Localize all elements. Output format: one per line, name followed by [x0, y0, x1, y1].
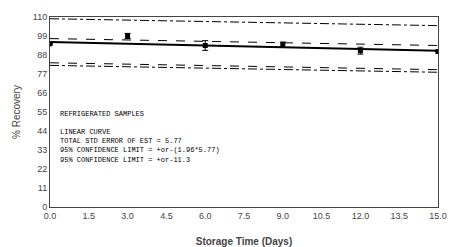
svg-text:12.0: 12.0: [352, 211, 370, 221]
svg-text:88: 88: [37, 50, 47, 60]
svg-text:4.5: 4.5: [160, 211, 173, 221]
svg-text:11: 11: [38, 183, 47, 193]
svg-text:44: 44: [37, 126, 47, 136]
svg-text:1.5: 1.5: [83, 211, 96, 221]
svg-text:7.5: 7.5: [238, 211, 251, 221]
svg-text:REFRIGERATED SAMPLESLINEAR CUR: REFRIGERATED SAMPLESLINEAR CURVETOTAL ST…: [60, 110, 220, 164]
svg-text:99: 99: [37, 31, 47, 41]
svg-text:66: 66: [37, 88, 47, 98]
svg-text:77: 77: [37, 69, 47, 79]
svg-text:9.0: 9.0: [277, 211, 290, 221]
svg-text:3.0: 3.0: [121, 211, 134, 221]
svg-text:15.0: 15.0: [429, 211, 447, 221]
svg-text:110: 110: [33, 12, 47, 22]
svg-text:0.0: 0.0: [44, 211, 57, 221]
svg-text:6.0: 6.0: [199, 211, 212, 221]
svg-text:0: 0: [42, 202, 47, 212]
svg-text:10.5: 10.5: [313, 211, 331, 221]
svg-text:22: 22: [37, 164, 47, 174]
svg-text:13.5: 13.5: [390, 211, 408, 221]
svg-text:% Recovery: % Recovery: [11, 85, 22, 139]
svg-text:Storage Time (Days): Storage Time (Days): [196, 236, 293, 247]
svg-text:55: 55: [37, 107, 47, 117]
svg-text:33: 33: [37, 145, 47, 155]
